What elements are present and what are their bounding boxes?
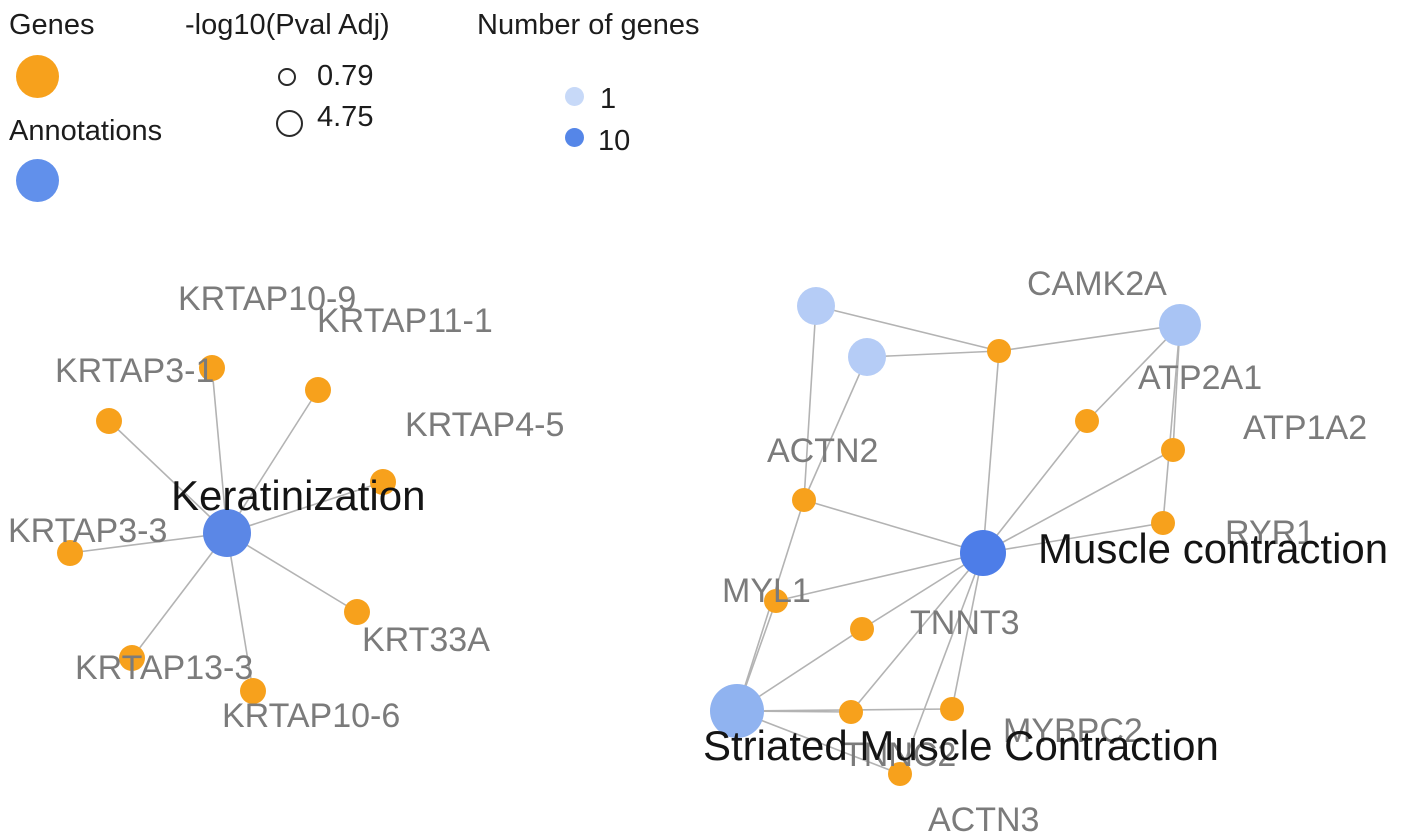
nodes-layer xyxy=(57,287,1201,786)
count-dot-low xyxy=(565,87,584,106)
edge-Muscle contraction--ATP1A2 xyxy=(982,449,1174,554)
gene-node-ACTN2[interactable] xyxy=(792,488,816,512)
edge-Keratinization--KRTAP4-5 xyxy=(226,481,384,534)
edge-Muscle contraction--TNNC2 xyxy=(850,552,984,713)
gene-label-ATP1A2: ATP1A2 xyxy=(1243,409,1367,447)
gene-label-KRTAP10-9: KRTAP10-9 xyxy=(178,280,356,318)
gene-node-RYR1[interactable] xyxy=(1151,511,1175,535)
legend-genes-title: Genes xyxy=(9,9,95,41)
edge-annotation-3--CAMK2A xyxy=(998,324,1181,352)
annotation-labels-layer: Keratinization Muscle contraction Striated… xyxy=(171,472,1388,769)
edge-Keratinization--KRTAP11-1 xyxy=(226,389,319,534)
edge-annotation-1--CAMK2A xyxy=(815,305,1000,352)
edge-Keratinization--KRTAP3-1 xyxy=(108,420,228,534)
gene-node-KRTAP10-6[interactable] xyxy=(240,678,266,704)
size-ring-small xyxy=(278,68,296,86)
gene-label-TNNC2: TNNC2 xyxy=(843,736,956,774)
count-value-high: 10 xyxy=(598,125,631,157)
edge-Muscle contraction--ACTN2 xyxy=(803,499,984,554)
gene-label-KRT33A: KRT33A xyxy=(362,621,490,659)
gene-label-ACTN3: ACTN3 xyxy=(928,801,1039,837)
gene-node-KRT33A[interactable] xyxy=(344,599,370,625)
gene-node-ACTN3[interactable] xyxy=(888,762,912,786)
edge-Muscle contraction--MYBPC2 xyxy=(951,552,984,710)
gene-label-ATP2A1: ATP2A1 xyxy=(1138,359,1262,397)
gene-node-KRTAP10-9[interactable] xyxy=(199,355,225,381)
gene-node-MYL1[interactable] xyxy=(764,589,788,613)
gene-label-MYL1: MYL1 xyxy=(722,572,811,610)
edge-Striated Muscle Contraction--ACTN3 xyxy=(736,710,901,775)
edge-Muscle contraction--MYL1 xyxy=(775,552,984,602)
genes-color-swatch xyxy=(16,55,59,98)
gene-node-MYBPC2[interactable] xyxy=(940,697,964,721)
count-value-low: 1 xyxy=(600,83,617,115)
edge-annotation-3--ATP2A1 xyxy=(1086,324,1181,422)
annotation-label-Striated Muscle Contraction: Striated Muscle Contraction xyxy=(703,722,1219,769)
gene-label-RYR1: RYR1 xyxy=(1225,514,1315,552)
gene-label-TNNT3: TNNT3 xyxy=(910,604,1020,642)
gene-node-KRTAP11-1[interactable] xyxy=(305,377,331,403)
gene-node-KRTAP13-3[interactable] xyxy=(119,645,145,671)
gene-label-MYBPC2: MYBPC2 xyxy=(1003,712,1143,750)
annotations-color-swatch xyxy=(16,159,59,202)
gene-label-KRTAP3-1: KRTAP3-1 xyxy=(55,352,214,390)
edge-Keratinization--KRTAP13-3 xyxy=(131,532,228,659)
edge-annotation-2--CAMK2A xyxy=(866,350,1000,358)
gene-label-KRTAP10-6: KRTAP10-6 xyxy=(222,697,400,735)
size-value-small: 0.79 xyxy=(317,60,374,92)
edge-Keratinization--KRTAP10-9 xyxy=(211,367,228,534)
size-value-large: 4.75 xyxy=(317,101,374,133)
gene-node-ATP1A2[interactable] xyxy=(1161,438,1185,462)
annotation-node-Muscle contraction[interactable] xyxy=(960,530,1006,576)
annotation-node-annotation-2[interactable] xyxy=(848,338,886,376)
gene-label-KRTAP4-5: KRTAP4-5 xyxy=(405,406,564,444)
annotation-label-Keratinization: Keratinization xyxy=(171,472,425,519)
gene-node-CAMK2A[interactable] xyxy=(987,339,1011,363)
gene-node-KRTAP3-3[interactable] xyxy=(57,540,83,566)
edge-Keratinization--KRTAP10-6 xyxy=(226,532,254,692)
edge-Muscle contraction--ATP2A1 xyxy=(982,420,1088,554)
size-ring-large xyxy=(276,110,303,137)
gene-label-KRTAP3-3: KRTAP3-3 xyxy=(8,512,167,550)
legend-count-title: Number of genes xyxy=(477,9,700,41)
gene-label-ACTN2: ACTN2 xyxy=(767,432,878,470)
annotation-label-Muscle contraction: Muscle contraction xyxy=(1038,525,1388,572)
annotation-node-annotation-1[interactable] xyxy=(797,287,835,325)
gene-node-KRTAP3-1[interactable] xyxy=(96,408,122,434)
gene-label-KRTAP13-3: KRTAP13-3 xyxy=(75,649,253,687)
edge-annotation-2--ACTN2 xyxy=(803,356,868,501)
edge-Muscle contraction--CAMK2A xyxy=(982,350,1000,554)
annotation-node-Keratinization[interactable] xyxy=(203,509,251,557)
gene-node-TNNT3[interactable] xyxy=(850,617,874,641)
edge-annotation-3--RYR1 xyxy=(1162,324,1181,524)
edge-Keratinization--KRTAP3-3 xyxy=(69,532,228,554)
gene-label-CAMK2A: CAMK2A xyxy=(1027,265,1167,303)
annotation-node-Striated Muscle Contraction[interactable] xyxy=(710,684,764,738)
gene-label-KRTAP11-1: KRTAP11-1 xyxy=(317,302,493,340)
edge-Keratinization--KRT33A xyxy=(226,532,358,613)
count-dot-high xyxy=(565,128,584,147)
edges-layer xyxy=(69,305,1181,775)
edge-Muscle contraction--RYR1 xyxy=(982,522,1164,554)
gene-node-TNNC2[interactable] xyxy=(839,700,863,724)
edge-Muscle contraction--TNNT3 xyxy=(861,552,984,630)
annotation-node-annotation-3[interactable] xyxy=(1159,304,1201,346)
edge-annotation-1--ACTN2 xyxy=(803,305,817,501)
gene-node-KRTAP4-5[interactable] xyxy=(370,469,396,495)
legend-size-title: -log10(Pval Adj) xyxy=(185,9,390,41)
gene-node-ATP2A1[interactable] xyxy=(1075,409,1099,433)
legend-annotations-title: Annotations xyxy=(9,115,163,147)
edge-Muscle contraction--ACTN3 xyxy=(899,552,984,775)
